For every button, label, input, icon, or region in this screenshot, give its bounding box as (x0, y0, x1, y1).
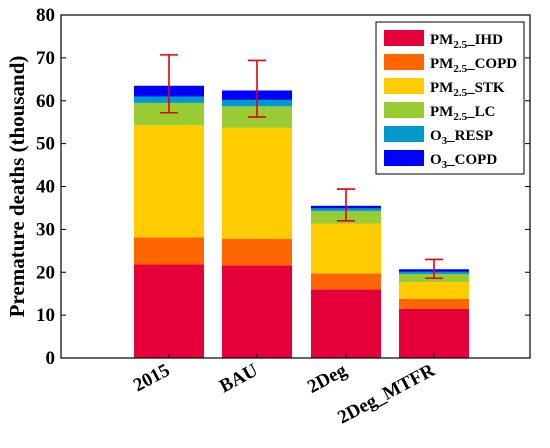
bar-segment-pm2-5-ihd-1 (222, 265, 292, 358)
legend-swatch (384, 78, 424, 94)
legend-swatch (384, 30, 424, 46)
legend-label: PM2.5_LC (430, 104, 495, 123)
legend-label: O3_RESP (430, 128, 493, 147)
x-tick-label: BAU (216, 360, 262, 398)
legend-label: O3_COPD (430, 152, 497, 171)
y-axis-label: Premature deaths (thousand) (5, 56, 29, 318)
legend-label: PM2.5_IHD (430, 32, 503, 51)
error-bar-3 (425, 258, 443, 280)
legend-label: PM2.5_STK (430, 80, 505, 99)
y-tick-label: 80 (36, 5, 55, 26)
legend-swatch (384, 54, 424, 70)
bar-segment-pm2-5-lc-0 (134, 102, 204, 126)
y-tick-label: 10 (36, 305, 55, 326)
bar-segment-pm2-5-copd-1 (222, 238, 292, 266)
y-tick-label: 60 (36, 91, 55, 112)
y-tick-label: 40 (36, 177, 55, 198)
y-tick-label: 30 (36, 219, 55, 240)
bar-segment-pm2-5-ihd-0 (134, 264, 204, 358)
legend: PM2.5_IHD PM2.5_COPD PM2.5_STK PM2.5_LC O3_R… (375, 21, 525, 175)
legend-box (375, 21, 525, 175)
y-tick-label: 70 (36, 48, 55, 69)
bar-segment-pm2-5-stk-3 (399, 282, 469, 299)
error-bar-2 (337, 188, 355, 222)
bar-segment-pm2-5-ihd-2 (311, 289, 381, 358)
bar-segment-pm2-5-copd-0 (134, 237, 204, 265)
error-bar-0 (160, 54, 178, 114)
bar-segment-pm2-5-stk-0 (134, 125, 204, 238)
bar-segment-pm2-5-stk-2 (311, 223, 381, 274)
bar-segment-pm2-5-copd-2 (311, 273, 381, 290)
error-bar-1 (248, 59, 266, 118)
bar-segment-pm2-5-ihd-3 (399, 308, 469, 358)
legend-swatch (384, 150, 424, 166)
x-tick-label: 2Deg_MTFR (334, 360, 438, 429)
legend-swatch (384, 126, 424, 142)
y-tick-label: 20 (36, 262, 55, 283)
y-tick-label: 50 (36, 134, 55, 155)
y-tick-label: 0 (46, 348, 56, 369)
x-tick-label: 2015 (130, 360, 173, 396)
error-bars-layer (160, 54, 443, 280)
bar-segment-pm2-5-copd-3 (399, 298, 469, 309)
bar-segment-pm2-5-stk-1 (222, 127, 292, 239)
x-tick-label: 2Deg (304, 360, 351, 398)
legend-swatch (384, 102, 424, 118)
legend-label: PM2.5_COPD (430, 56, 517, 75)
